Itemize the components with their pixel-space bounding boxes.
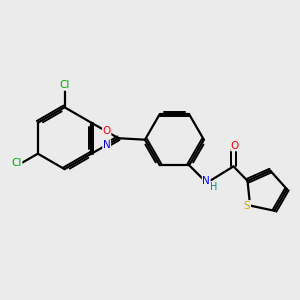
Text: S: S	[244, 201, 250, 211]
Text: Cl: Cl	[11, 158, 22, 167]
Text: Cl: Cl	[59, 80, 70, 90]
Text: N: N	[202, 176, 210, 186]
Text: H: H	[211, 182, 218, 192]
Text: N: N	[103, 140, 111, 150]
Text: O: O	[103, 126, 111, 136]
Text: O: O	[231, 141, 239, 151]
